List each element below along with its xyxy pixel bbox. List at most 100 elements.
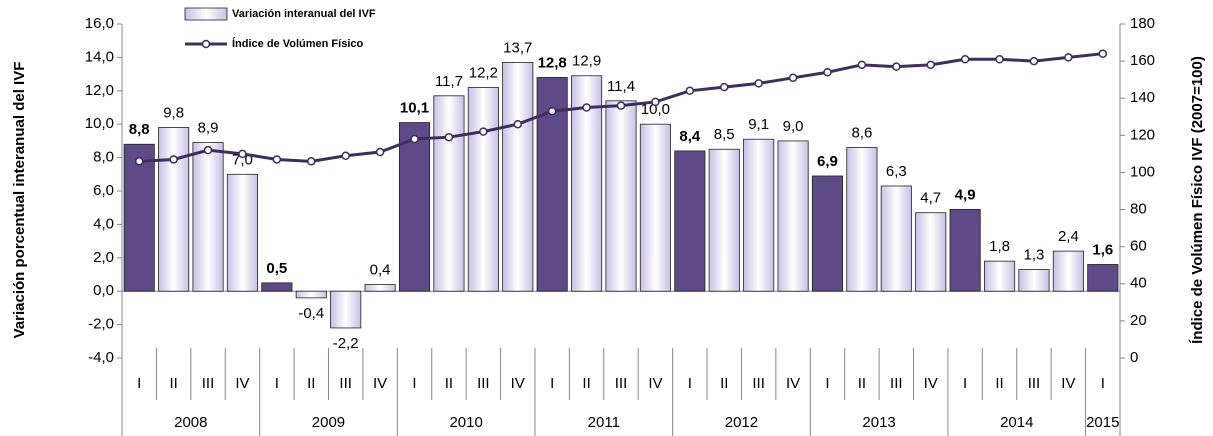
data-label: 0,5 <box>266 260 287 277</box>
y2-axis-title: Índice de Volúmen Físico IVF (2007=100) <box>1189 56 1206 344</box>
line-marker <box>341 151 350 160</box>
y2-tick-label: 0 <box>1130 349 1138 366</box>
bar <box>915 212 947 292</box>
y-tick-label: 12,0 <box>85 82 114 99</box>
y2-tick-label: 120 <box>1130 126 1155 143</box>
bar <box>1052 250 1084 292</box>
line-marker <box>1098 49 1108 58</box>
y2-tick-label: 40 <box>1130 275 1147 292</box>
line-marker <box>272 155 282 164</box>
data-label: 12,9 <box>572 53 601 70</box>
x-tick-label: I <box>550 375 554 392</box>
data-label: 0,4 <box>370 261 391 278</box>
line-marker <box>960 55 970 64</box>
legend-label: Variación interanual del IVF <box>232 8 376 20</box>
bar <box>949 208 981 292</box>
line-marker <box>375 147 385 157</box>
y-tick-label: -4,0 <box>88 349 114 366</box>
x-tick-label: IV <box>235 375 249 392</box>
group-label: 2009 <box>312 414 345 431</box>
x-tick-label: I <box>688 375 692 392</box>
x-tick-label: III <box>339 375 352 392</box>
bar <box>708 148 740 292</box>
bar <box>295 290 327 299</box>
line-marker <box>719 82 729 92</box>
x-tick-label: I <box>963 375 967 392</box>
y-tick-label: 8,0 <box>93 149 114 166</box>
data-label: 13,7 <box>503 39 532 56</box>
data-label: 10,1 <box>400 99 429 116</box>
y-tick-label: 14,0 <box>85 48 114 65</box>
data-label: 6,3 <box>886 163 907 180</box>
bar <box>502 62 534 292</box>
bar <box>192 142 224 292</box>
x-tick-label: II <box>995 375 1003 392</box>
x-tick-label: II <box>720 375 728 392</box>
line-marker <box>995 55 1004 64</box>
x-tick-label: III <box>615 375 628 392</box>
data-label: 8,4 <box>679 128 701 145</box>
x-tick-label: IV <box>648 375 662 392</box>
line-marker <box>926 60 935 70</box>
line-marker <box>685 86 695 96</box>
bar <box>364 284 396 292</box>
data-label: -0,4 <box>298 305 324 322</box>
data-label: 4,7 <box>920 190 941 207</box>
data-label: 4,9 <box>955 186 976 203</box>
line-marker <box>203 145 213 155</box>
data-label: 11,7 <box>435 73 463 90</box>
y2-tick-label: 180 <box>1130 15 1155 32</box>
bar <box>158 127 190 292</box>
data-label: 6,9 <box>817 153 838 170</box>
x-tick-label: II <box>307 375 315 392</box>
line-marker <box>1029 56 1039 66</box>
line-marker <box>1064 53 1073 62</box>
y-tick-label: -2,0 <box>88 316 114 333</box>
data-label: 8,5 <box>714 126 735 143</box>
group-label: 2014 <box>1000 414 1033 431</box>
x-tick-label: I <box>825 375 829 392</box>
data-label: 1,6 <box>1092 241 1113 258</box>
bar <box>467 87 499 292</box>
y-axis-title: Variación porcentual interanual del IVF <box>11 62 28 339</box>
bar <box>743 138 775 292</box>
data-label: 9,0 <box>783 118 804 135</box>
bar <box>123 143 155 292</box>
line-marker <box>892 62 901 71</box>
x-tick-label: III <box>1028 375 1041 392</box>
data-label: 9,8 <box>163 105 184 122</box>
line-marker <box>479 127 488 136</box>
data-label: 1,8 <box>989 238 1010 255</box>
x-tick-label: II <box>445 375 453 392</box>
group-label: 2008 <box>174 414 207 431</box>
x-tick-label: IV <box>1061 375 1075 392</box>
x-tick-label: I <box>137 375 141 392</box>
x-tick-label: IV <box>373 375 387 392</box>
x-tick-label: I <box>1101 375 1105 392</box>
group-label: 2010 <box>449 414 482 431</box>
data-label: 11,4 <box>607 78 635 95</box>
y2-tick-label: 60 <box>1130 238 1147 255</box>
group-label: 2012 <box>725 414 758 431</box>
x-tick-label: II <box>582 375 590 392</box>
y-tick-label: 2,0 <box>93 249 114 266</box>
line-marker <box>513 119 523 129</box>
y-tick-label: 6,0 <box>93 182 114 199</box>
x-tick-label: I <box>412 375 416 392</box>
x-tick-label: III <box>752 375 765 392</box>
x-tick-label: IV <box>511 375 525 392</box>
legend-label: Índice de Volúmen Físico <box>232 37 363 50</box>
data-label: 1,3 <box>1024 246 1045 263</box>
group-label: 2013 <box>862 414 895 431</box>
line-marker <box>238 149 247 159</box>
y-tick-label: 4,0 <box>93 215 114 232</box>
data-label: 2,4 <box>1058 228 1079 245</box>
x-tick-label: IV <box>924 375 938 392</box>
line-marker <box>134 157 144 166</box>
bar <box>1087 264 1119 292</box>
y2-tick-label: 20 <box>1130 312 1147 329</box>
x-tick-label: II <box>858 375 866 392</box>
bar <box>330 290 362 329</box>
bar <box>605 100 637 292</box>
line-marker <box>651 97 660 107</box>
